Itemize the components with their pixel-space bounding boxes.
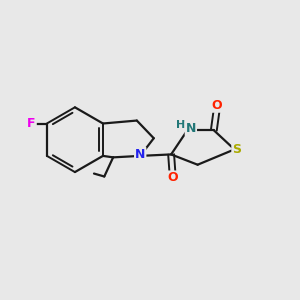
Text: H: H [176,120,185,130]
Text: N: N [186,122,196,135]
Text: O: O [212,99,222,112]
Text: O: O [167,172,178,184]
Text: N: N [135,148,146,161]
Text: F: F [27,117,36,130]
Text: S: S [232,143,241,156]
